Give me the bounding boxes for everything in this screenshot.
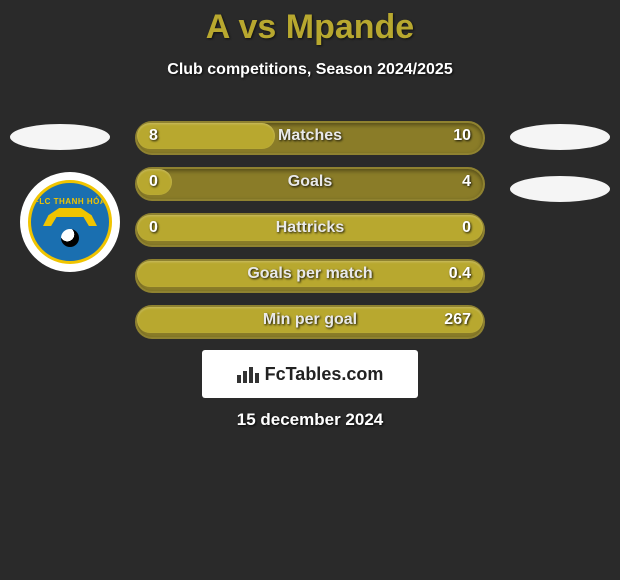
stat-value-right: 10 bbox=[453, 127, 471, 145]
stat-row: 8Matches10 bbox=[135, 121, 485, 155]
stat-value-right: 0.4 bbox=[449, 265, 471, 283]
stat-value-right: 0 bbox=[462, 219, 471, 237]
page-title: A vs Mpande bbox=[0, 0, 620, 47]
stats-bars: 8Matches100Goals40Hattricks0Goals per ma… bbox=[135, 121, 485, 351]
stat-row: Goals per match0.4 bbox=[135, 259, 485, 293]
stat-label: Goals per match bbox=[135, 265, 485, 283]
club-badge: FLC THANH HÓA bbox=[20, 172, 120, 272]
stat-value-right: 267 bbox=[444, 311, 471, 329]
bridge-icon bbox=[43, 208, 97, 226]
barchart-icon bbox=[237, 365, 259, 383]
stat-label: Min per goal bbox=[135, 311, 485, 329]
page-subtitle: Club competitions, Season 2024/2025 bbox=[0, 61, 620, 79]
stat-label: Matches bbox=[135, 127, 485, 145]
player-a-placeholder bbox=[10, 124, 110, 150]
stat-value-right: 4 bbox=[462, 173, 471, 191]
stat-row: 0Goals4 bbox=[135, 167, 485, 201]
stat-row: 0Hattricks0 bbox=[135, 213, 485, 247]
ball-icon bbox=[61, 229, 79, 247]
fctables-logo[interactable]: FcTables.com bbox=[202, 350, 418, 398]
date-text: 15 december 2024 bbox=[0, 410, 620, 430]
club-badge-text: FLC THANH HÓA bbox=[34, 197, 106, 206]
comparison-card: A vs Mpande Club competitions, Season 20… bbox=[0, 0, 620, 580]
fctables-logo-text: FcTables.com bbox=[265, 364, 384, 385]
player-b-club-placeholder bbox=[510, 176, 610, 202]
stat-row: Min per goal267 bbox=[135, 305, 485, 339]
player-b-placeholder bbox=[510, 124, 610, 150]
stat-label: Goals bbox=[135, 173, 485, 191]
club-badge-inner: FLC THANH HÓA bbox=[28, 180, 112, 264]
stat-label: Hattricks bbox=[135, 219, 485, 237]
